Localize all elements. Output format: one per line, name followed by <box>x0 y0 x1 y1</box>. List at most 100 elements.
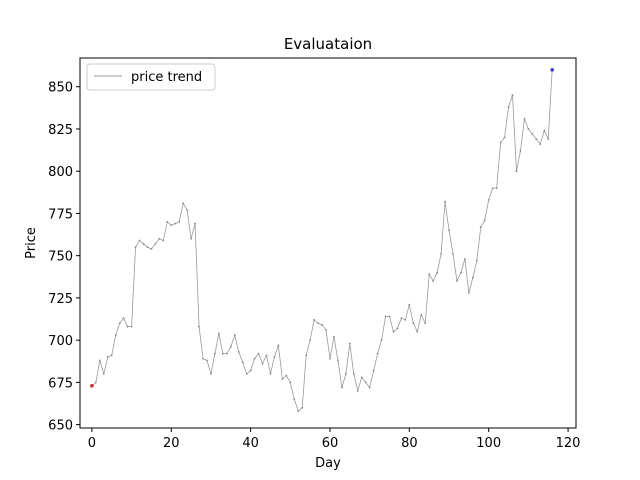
data-point <box>198 325 200 328</box>
data-point <box>348 342 351 345</box>
data-point <box>102 373 105 375</box>
data-point <box>452 253 454 255</box>
data-point <box>245 373 248 375</box>
data-point <box>337 359 339 362</box>
data-point <box>190 237 193 240</box>
data-point <box>479 226 482 228</box>
data-point <box>122 317 125 320</box>
data-point <box>150 248 153 250</box>
y-tick-label: 675 <box>48 376 73 391</box>
data-point <box>221 352 224 355</box>
data-point <box>344 373 347 375</box>
data-point <box>392 330 395 333</box>
y-tick-label: 700 <box>48 334 73 349</box>
data-point <box>214 352 216 355</box>
data-point <box>289 381 292 384</box>
data-point <box>273 356 276 358</box>
data-point <box>364 381 367 384</box>
data-point <box>499 141 502 144</box>
data-point <box>325 329 327 331</box>
data-point <box>309 339 312 342</box>
data-point <box>475 259 478 262</box>
x-tick-label: 20 <box>163 436 180 451</box>
data-point <box>503 136 506 139</box>
x-tick-label: 40 <box>242 436 259 451</box>
legend-label: price trend <box>131 70 202 85</box>
data-point <box>237 351 240 353</box>
data-point <box>360 376 363 379</box>
data-point <box>543 129 546 132</box>
x-tick-label: 0 <box>88 436 96 451</box>
data-point <box>432 280 435 282</box>
y-tick-label: 750 <box>48 250 73 265</box>
data-point <box>305 354 308 357</box>
data-point <box>249 369 252 372</box>
y-tick-label: 775 <box>48 207 73 222</box>
end-point-marker <box>550 68 554 72</box>
data-point <box>511 94 514 97</box>
data-point <box>463 258 466 260</box>
y-tick-label: 650 <box>48 419 73 434</box>
plot-area <box>90 68 554 413</box>
y-axis-label: Price <box>24 227 39 259</box>
data-point <box>257 352 260 355</box>
data-point <box>420 313 423 316</box>
data-point <box>158 237 161 240</box>
data-point <box>317 322 319 325</box>
data-point <box>285 374 288 377</box>
data-point <box>142 242 145 245</box>
chart-title: Evaluataion <box>284 35 372 53</box>
data-point <box>261 362 264 365</box>
data-point <box>495 187 498 189</box>
data-point <box>491 187 494 189</box>
data-point <box>428 273 431 276</box>
y-tick-label: 825 <box>48 123 73 138</box>
data-point <box>118 322 121 325</box>
data-point <box>404 318 407 321</box>
y-tick-label: 850 <box>48 81 73 96</box>
data-point <box>106 356 109 358</box>
legend: price trend <box>86 63 216 91</box>
data-point <box>388 315 391 318</box>
data-point <box>313 318 316 321</box>
x-tick-label: 100 <box>476 436 501 451</box>
data-point <box>376 352 379 355</box>
data-point <box>178 220 181 223</box>
data-point <box>340 386 343 389</box>
data-point <box>515 170 518 173</box>
data-point <box>166 220 169 223</box>
y-axis: 650 675 700 725 750 775 800 825 850 <box>48 81 80 434</box>
data-point <box>217 332 220 335</box>
data-point <box>253 357 256 360</box>
data-point <box>154 242 157 245</box>
data-point <box>333 335 335 338</box>
data-point <box>329 357 331 360</box>
data-point <box>539 143 542 146</box>
legend-box <box>86 63 216 91</box>
x-tick-label: 80 <box>401 436 418 451</box>
data-point <box>110 354 113 357</box>
data-point <box>162 239 165 242</box>
data-point <box>146 246 149 249</box>
data-point <box>408 303 411 306</box>
data-point <box>436 271 439 274</box>
data-point <box>483 219 486 222</box>
y-tick-label: 800 <box>48 165 73 180</box>
data-point <box>368 386 371 389</box>
data-point <box>194 222 196 225</box>
data-point <box>400 317 403 320</box>
data-point <box>507 106 510 108</box>
data-point <box>225 352 228 355</box>
data-point <box>293 398 296 401</box>
data-point <box>456 280 458 282</box>
x-axis-label: Day <box>315 456 341 471</box>
data-point <box>202 357 204 360</box>
data-point <box>297 410 300 413</box>
data-point <box>380 339 383 342</box>
data-point <box>98 359 101 362</box>
data-point <box>241 361 244 364</box>
data-point <box>130 325 133 328</box>
data-point <box>460 271 462 274</box>
data-point <box>114 334 117 336</box>
data-point <box>487 199 490 201</box>
